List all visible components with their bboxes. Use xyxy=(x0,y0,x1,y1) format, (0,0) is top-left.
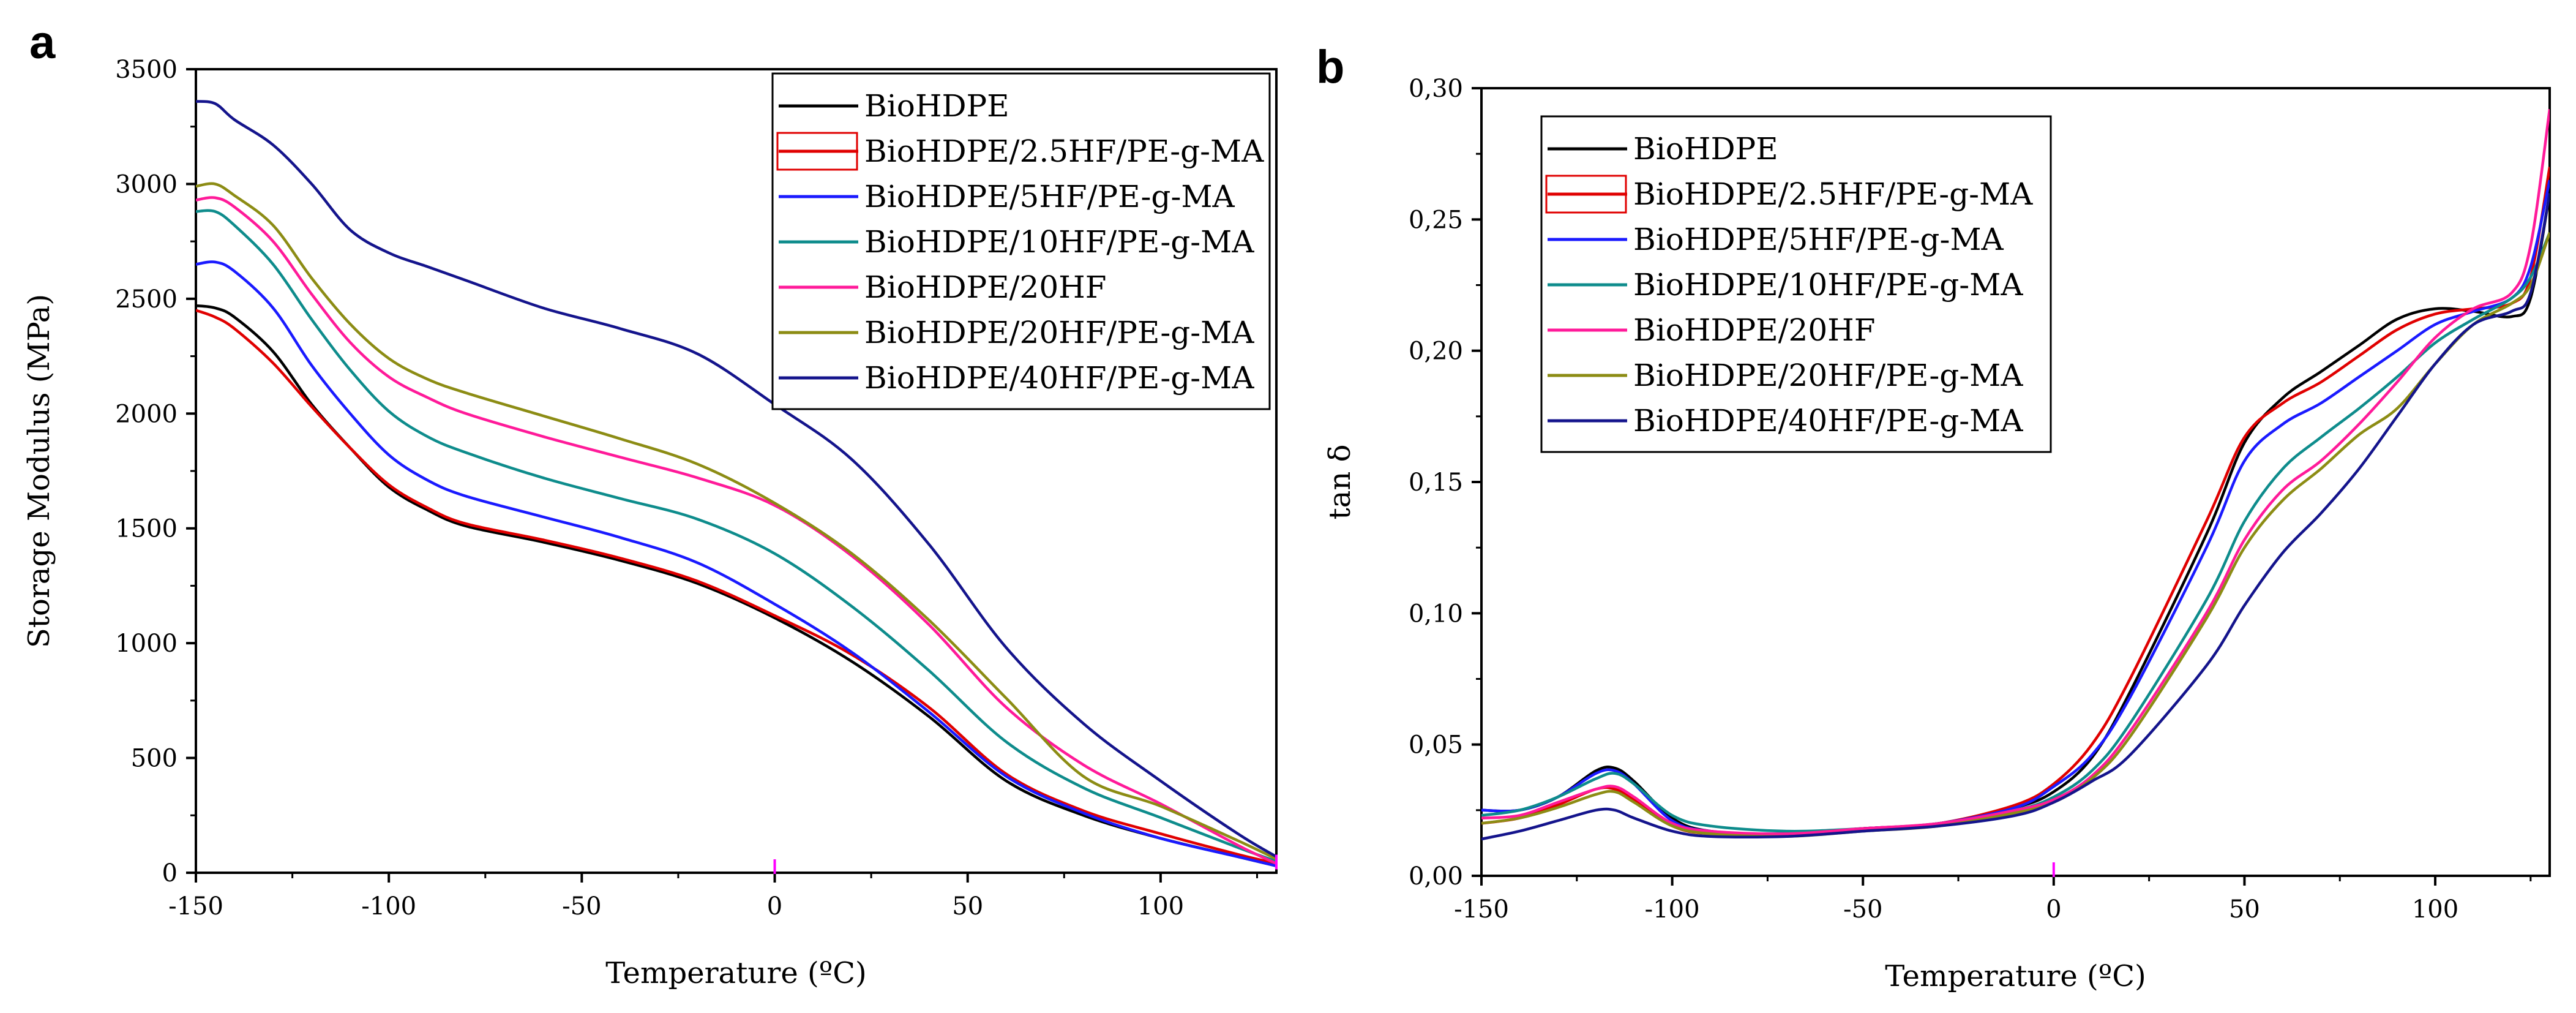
series-line-biohdpe-2-5hf-pe-g-ma xyxy=(196,309,1276,865)
series-group xyxy=(1481,108,2550,841)
legend-label-biohdpe: BioHDPE xyxy=(1633,131,1778,167)
x-tick-label: -100 xyxy=(1645,895,1700,924)
x-axis-title: Temperature (ºC) xyxy=(605,956,866,990)
legend: BioHDPE BioHDPE/2.5HF/PE-g-MA BioHDPE/5HF/… xyxy=(1540,115,2052,453)
x-tick-label: -150 xyxy=(1454,895,1509,924)
y-tick-label: 0,30 xyxy=(1409,75,1463,103)
legend-label-biohdpe-20hf: BioHDPE/20HF xyxy=(1633,312,1875,348)
legend-label-biohdpe-20hf-pe-g-ma: BioHDPE/20HF/PE-g-MA xyxy=(1633,358,2023,393)
x-tick-label: 0 xyxy=(2046,895,2061,924)
y-tick-label: 2000 xyxy=(115,400,178,428)
series-line-biohdpe xyxy=(1481,193,2550,835)
x-tick-label: -150 xyxy=(168,892,223,921)
y-axis-title: tan δ xyxy=(1323,445,1357,520)
x-tick-label: 0 xyxy=(767,892,782,921)
x-tick-label: 100 xyxy=(2412,895,2458,924)
panel-label: a xyxy=(29,17,56,69)
series-line-biohdpe-10hf-pe-g-ma xyxy=(196,209,1276,863)
x-tick-label: 50 xyxy=(952,892,983,921)
x-tick-label: -100 xyxy=(361,892,416,921)
y-tick-label: 0,20 xyxy=(1409,337,1463,366)
legend-label-biohdpe-20hf-pe-g-ma: BioHDPE/20HF/PE-g-MA xyxy=(864,315,1254,350)
y-axis-title: Storage Modulus (MPa) xyxy=(22,294,56,648)
series-line-biohdpe xyxy=(196,304,1276,867)
legend-label-biohdpe-10hf-pe-g-ma: BioHDPE/10HF/PE-g-MA xyxy=(1633,267,2023,303)
y-tick-label: 0,00 xyxy=(1409,862,1463,891)
legend-label-biohdpe-2-5hf-pe-g-ma: BioHDPE/2.5HF/PE-g-MA xyxy=(864,134,1264,169)
y-tick-label: 3000 xyxy=(115,170,178,198)
y-tick-label: 0,25 xyxy=(1409,206,1463,234)
y-tick-label: 500 xyxy=(131,745,178,773)
series-line-biohdpe-5hf-pe-g-ma xyxy=(196,260,1276,867)
panel-label: b xyxy=(1316,41,1344,93)
legend-label-biohdpe: BioHDPE xyxy=(864,88,1009,124)
series-line-biohdpe-20hf xyxy=(196,196,1276,865)
series-group xyxy=(196,100,1276,867)
y-tick-label: 1500 xyxy=(115,515,178,543)
x-tick-label: -50 xyxy=(1843,895,1882,924)
y-tick-label: 0,10 xyxy=(1409,600,1463,628)
x-tick-label: 50 xyxy=(2229,895,2260,924)
x-tick-label: -50 xyxy=(562,892,601,921)
panel-b-tan-delta-chart: b -150 -100 -50 0 50 100 0,00 0,05 0,10 0,15 0,20 0,… xyxy=(1316,41,2551,993)
series-line-biohdpe-40hf-pe-g-ma xyxy=(196,100,1276,858)
y-tick-label: 0,15 xyxy=(1409,469,1463,497)
legend-label-biohdpe-5hf-pe-g-ma: BioHDPE/5HF/PE-g-MA xyxy=(1633,222,2004,257)
x-axis-title: Temperature (ºC) xyxy=(1885,959,2146,993)
legend-label-biohdpe-2-5hf-pe-g-ma: BioHDPE/2.5HF/PE-g-MA xyxy=(1633,176,2033,212)
series-line-biohdpe-20hf-pe-g-ma xyxy=(196,182,1276,860)
y-tick-label: 0 xyxy=(162,859,178,887)
x-tick-label: 100 xyxy=(1137,892,1184,921)
legend-label-biohdpe-40hf-pe-g-ma: BioHDPE/40HF/PE-g-MA xyxy=(1633,403,2023,439)
legend-label-biohdpe-20hf: BioHDPE/20HF xyxy=(864,269,1106,305)
panel-a-storage-modulus-chart: a-150 -100 -50 0 50 1000500100015002000250030… xyxy=(22,17,1278,990)
legend: BioHDPE BioHDPE/2.5HF/PE-g-MA BioHDPE/5HF/… xyxy=(771,72,1271,410)
series-line-biohdpe-20hf xyxy=(1481,108,2550,835)
y-tick-label: 0,05 xyxy=(1409,731,1463,759)
y-tick-label: 2500 xyxy=(115,285,178,314)
y-tick-label: 3500 xyxy=(115,56,178,84)
series-line-biohdpe-40hf-pe-g-ma xyxy=(1481,193,2550,841)
legend-label-biohdpe-40hf-pe-g-ma: BioHDPE/40HF/PE-g-MA xyxy=(864,360,1254,396)
legend-label-biohdpe-5hf-pe-g-ma: BioHDPE/5HF/PE-g-MA xyxy=(864,179,1235,214)
legend-label-biohdpe-10hf-pe-g-ma: BioHDPE/10HF/PE-g-MA xyxy=(864,224,1254,260)
y-tick-label: 1000 xyxy=(115,630,178,658)
series-line-biohdpe-2-5hf-pe-g-ma xyxy=(1481,167,2550,837)
